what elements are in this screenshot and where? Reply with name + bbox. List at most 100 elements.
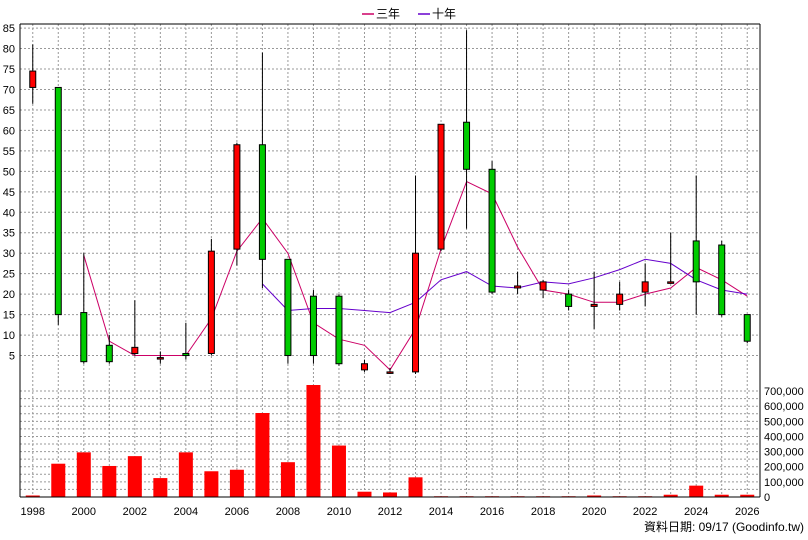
volume-bar: [76, 452, 91, 497]
legend: 三年 十年: [362, 7, 456, 21]
candle-body: [565, 293, 573, 307]
candle-body: [692, 240, 700, 283]
candle-body: [616, 293, 624, 305]
year-tick-label: 2004: [174, 506, 198, 518]
legend-label: 三年: [376, 7, 400, 21]
price-tick-label: 50: [3, 166, 15, 178]
volume-tick-label: 700,000: [764, 386, 804, 398]
candle-body: [182, 352, 190, 357]
candle-body: [207, 250, 215, 354]
price-tick-label: 70: [3, 84, 15, 96]
candle-body: [54, 86, 62, 316]
volume-tick-label: 500,000: [764, 416, 804, 428]
volume-bar: [127, 456, 142, 497]
candle-body: [335, 295, 343, 365]
volume-bar: [357, 491, 372, 497]
volume-bar: [178, 452, 193, 497]
year-tick-label: 2008: [276, 506, 300, 518]
year-tick-label: 2016: [480, 506, 504, 518]
year-tick-label: 1998: [21, 506, 45, 518]
candle-body: [284, 258, 292, 357]
year-tick-label: 2002: [123, 506, 147, 518]
volume-bar: [408, 477, 423, 497]
volume-tick-label: 400,000: [764, 431, 804, 443]
candle-body: [29, 70, 37, 88]
price-tick-label: 35: [3, 228, 15, 240]
price-tick-label: 20: [3, 289, 15, 301]
volume-bar: [383, 492, 397, 497]
volume-bar: [740, 494, 755, 497]
volume-tick-label: 300,000: [764, 447, 804, 459]
year-tick-label: 2022: [633, 506, 657, 518]
price-tick-label: 30: [3, 248, 15, 260]
candlesticks: [29, 30, 751, 374]
price-tick-label: 65: [3, 105, 15, 117]
volume-bar: [25, 495, 40, 497]
candle-body: [412, 252, 420, 373]
price-tick-label: 75: [3, 64, 15, 76]
volume-tick-label: 100,000: [764, 477, 804, 489]
candle-body: [437, 123, 445, 250]
candle-body: [258, 144, 266, 260]
volume-bar: [714, 494, 729, 497]
ma10-line: [262, 258, 748, 314]
volume-tick-label: 200,000: [764, 462, 804, 474]
volume-bar: [306, 385, 321, 497]
volume-bar: [663, 494, 678, 497]
year-tick-label: 2024: [684, 506, 708, 518]
price-tick-label: 15: [3, 310, 15, 322]
year-tick-label: 2012: [378, 506, 402, 518]
tick-labels: 5 10 15 20 25 30 35 40 45 50 55 60 65 70 75 80 85 0 100,00…: [3, 23, 804, 518]
year-tick-label: 2000: [72, 506, 96, 518]
candle-body: [590, 303, 598, 307]
candle-body: [156, 357, 164, 360]
candle-body: [539, 281, 547, 291]
year-tick-label: 2020: [582, 506, 606, 518]
axes: [19, 23, 761, 498]
volume-bar: [153, 478, 168, 497]
volume-bars: [25, 385, 755, 497]
candle-body: [386, 371, 394, 374]
candle-body: [309, 295, 317, 357]
price-tick-label: 85: [3, 23, 15, 35]
candle-body: [667, 281, 675, 284]
candle-body: [514, 285, 522, 289]
year-tick-label: 2010: [327, 506, 351, 518]
year-tick-label: 2006: [225, 506, 249, 518]
candle-body: [488, 168, 496, 293]
volume-tick-label: 0: [764, 492, 770, 504]
volume-bar: [229, 469, 244, 497]
price-tick-label: 25: [3, 269, 15, 281]
price-tick-label: 5: [9, 351, 15, 363]
price-tick-label: 45: [3, 187, 15, 199]
year-tick-label: 2018: [531, 506, 555, 518]
candle-body: [233, 144, 241, 250]
data-date-note: 資料日期: 09/17 (Goodinfo.tw): [644, 520, 804, 534]
price-tick-label: 80: [3, 44, 15, 56]
volume-bar: [102, 465, 117, 497]
legend-label: 十年: [432, 7, 456, 21]
candle-body: [360, 363, 368, 371]
volume-bar: [280, 462, 295, 497]
volume-bar: [331, 445, 346, 497]
candle-body: [743, 314, 751, 342]
volume-tick-label: 600,000: [764, 401, 804, 413]
price-tick-label: 60: [3, 125, 15, 137]
candle-body: [718, 244, 726, 316]
volume-bar: [51, 463, 66, 497]
candle-body: [131, 346, 139, 354]
price-tick-label: 55: [3, 146, 15, 158]
volume-bar: [689, 485, 704, 497]
candle-body: [105, 344, 113, 363]
volume-bar: [204, 471, 219, 497]
year-tick-label: 2026: [735, 506, 759, 518]
price-tick-label: 40: [3, 207, 15, 219]
price-tick-label: 10: [3, 330, 15, 342]
candle-body: [641, 281, 649, 293]
candle-body: [80, 312, 88, 363]
year-tick-label: 2014: [429, 506, 453, 518]
candle-body: [463, 121, 471, 170]
volume-bar: [255, 413, 270, 497]
volume-bar: [587, 495, 602, 497]
